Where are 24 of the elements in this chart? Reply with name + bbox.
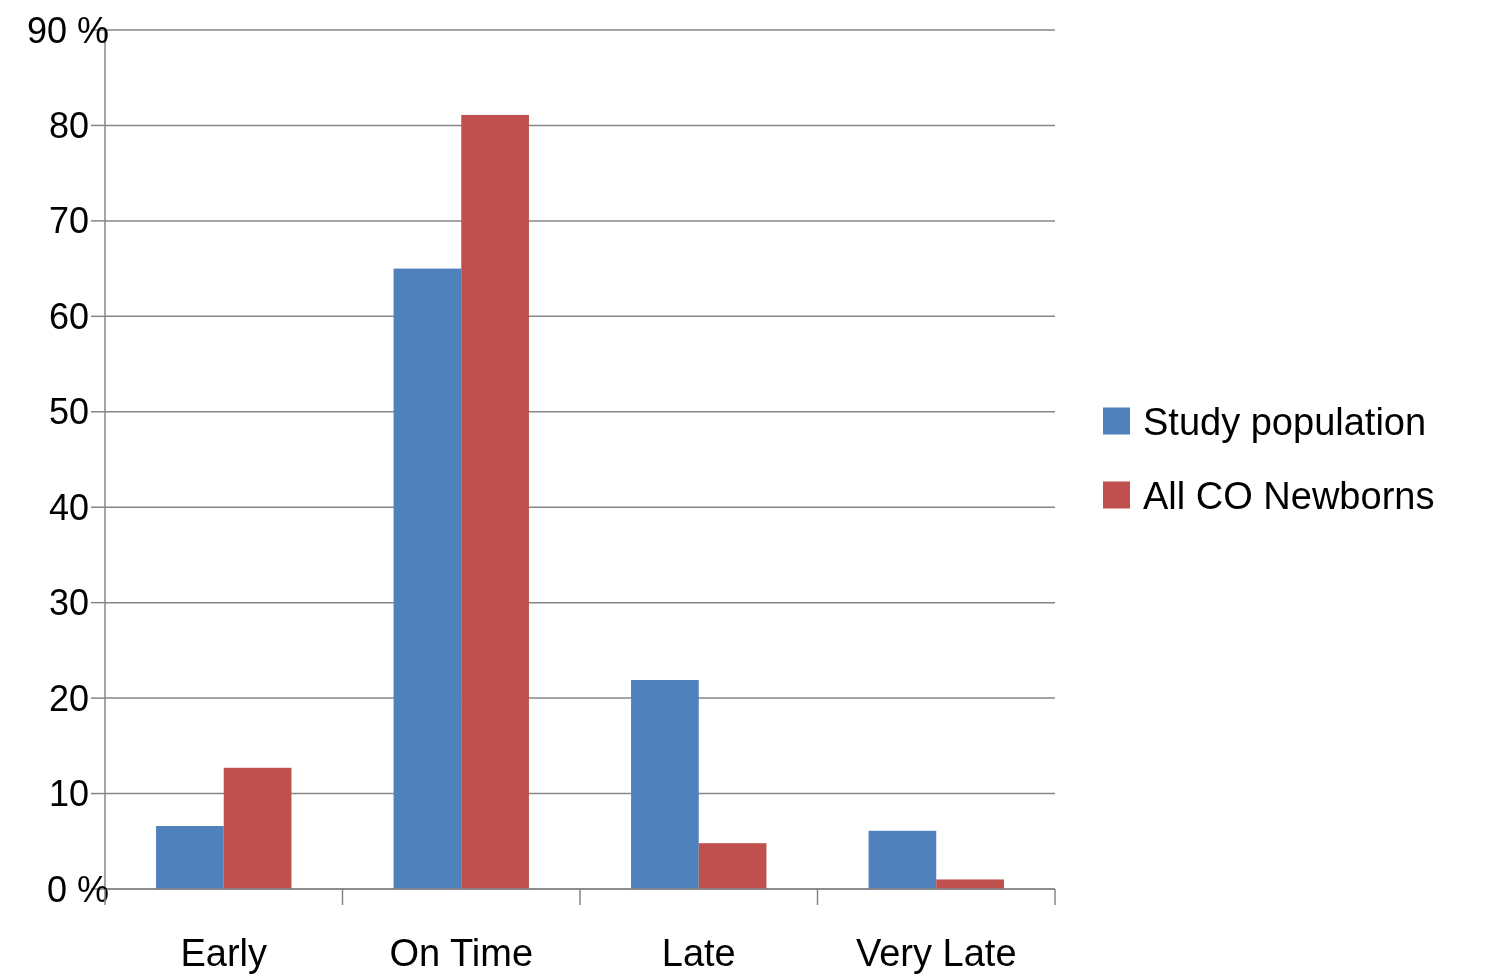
y-tick-label: 80: [48, 104, 89, 146]
x-tick-label: Late: [661, 932, 736, 974]
legend-label: Study population: [1143, 400, 1427, 443]
bar: [868, 830, 937, 889]
x-tick-label: Early: [180, 932, 268, 974]
bar: [461, 114, 529, 889]
y-tick-label: 60: [48, 295, 89, 337]
y-tick-label: 10: [48, 773, 89, 815]
y-tick-label: 0 %: [46, 868, 109, 910]
y-tick-label: 30: [48, 582, 89, 624]
y-tick-label: 90 %: [26, 9, 109, 51]
bar: [156, 826, 224, 889]
x-tick-label: On Time: [389, 932, 534, 974]
bar: [393, 268, 462, 889]
bar: [223, 767, 292, 889]
bar: [631, 679, 699, 889]
bar: [936, 879, 1004, 889]
y-tick-label: 70: [48, 200, 89, 242]
y-tick-label: 40: [48, 486, 89, 528]
legend-label: All CO Newborns: [1143, 474, 1435, 517]
x-tick-label: Very Late: [855, 932, 1017, 974]
y-tick-label: 50: [48, 391, 89, 433]
y-tick-label: 20: [48, 677, 89, 719]
bar: [698, 843, 767, 889]
